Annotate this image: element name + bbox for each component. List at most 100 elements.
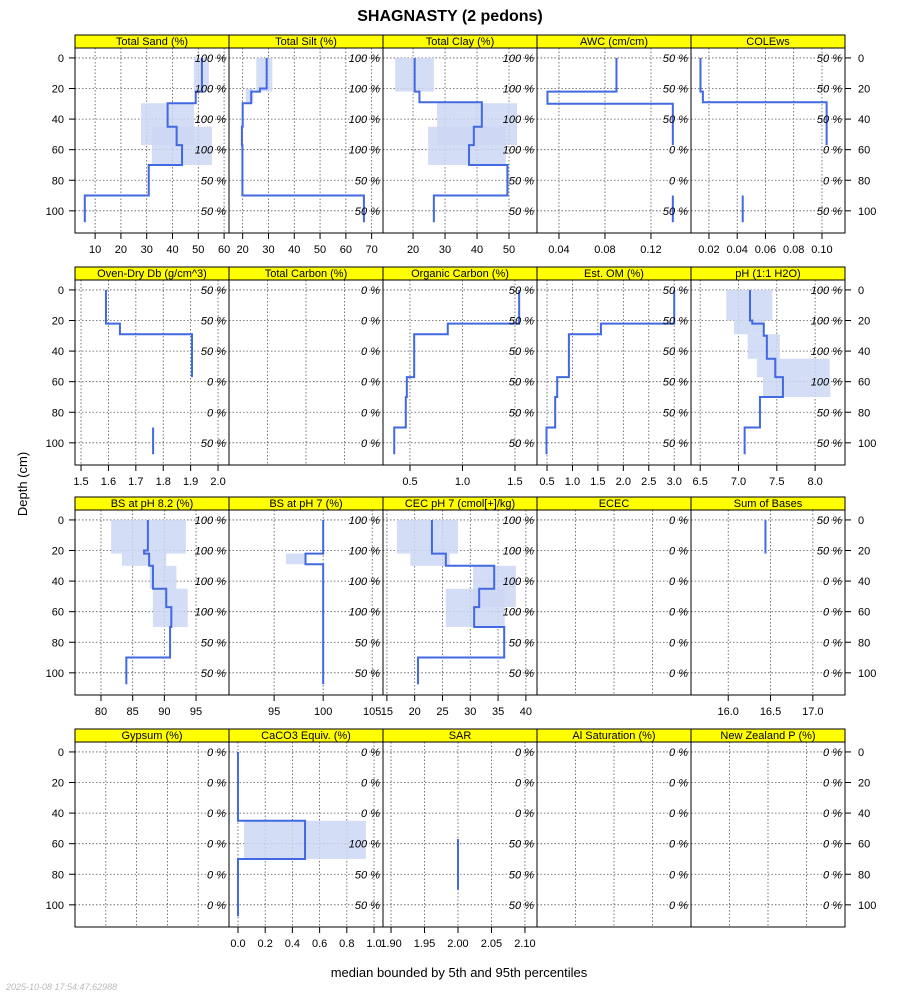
panel: AWC (cm/cm) 50 % 50 % 50 % 0 % 0 % 50 % 0.04 0.0… [536, 34, 692, 256]
percent-label: 50 % [509, 637, 534, 649]
median-line [236, 751, 307, 917]
x-tick-label: 50 [314, 244, 326, 256]
percent-label: 50 % [201, 438, 226, 450]
y-tick-label: 40 [858, 808, 870, 820]
y-tick-label: 80 [52, 637, 64, 649]
y-tick-label: 20 [858, 84, 870, 96]
percent-label: 50 % [201, 285, 226, 297]
percent-label: 50 % [509, 285, 534, 297]
percent-label: 0 % [515, 747, 534, 759]
chart-title: SHAGNASTY (2 pedons) [357, 8, 543, 25]
x-tick-label: 80 [95, 706, 107, 718]
x-tick-label: 0.2 [258, 938, 273, 950]
x-tick-label: 30 [439, 244, 451, 256]
panel-title: ECEC [599, 498, 630, 510]
x-tick-label: 16.5 [760, 706, 781, 718]
percent-label: 100 % [349, 576, 380, 588]
y-tick-label: 60 [52, 145, 64, 157]
percent-label: 0 % [361, 438, 380, 450]
percent-label: 0 % [361, 808, 380, 820]
percent-label: 100 % [811, 316, 842, 328]
x-tick-label: 0.12 [640, 244, 661, 256]
y-tick-label: 20 [52, 316, 64, 328]
panel: COLEws 50 % 50 % 50 % 0 % 0 % 50 % 0.02 0.04 0.06… [690, 34, 876, 256]
panel-title: Oven-Dry Db (g/cm^3) [97, 268, 207, 280]
percent-label: 50 % [509, 839, 534, 851]
percentile-band [121, 553, 167, 566]
x-tick-label: 0.5 [539, 476, 554, 488]
percent-label: 0 % [669, 637, 688, 649]
percent-label: 0 % [669, 839, 688, 851]
percent-label: 50 % [509, 900, 534, 912]
percent-label: 0 % [669, 900, 688, 912]
percent-label: 0 % [823, 175, 842, 187]
x-tick-label: 1.5 [73, 476, 88, 488]
x-tick-label: 40 [288, 244, 300, 256]
percent-label: 100 % [349, 84, 380, 96]
x-tick-label: 0.04 [548, 244, 569, 256]
percent-label: 50 % [509, 175, 534, 187]
panel-frame [74, 741, 230, 928]
percent-label: 50 % [509, 869, 534, 881]
percent-label: 0 % [669, 515, 688, 527]
y-tick-label: 60 [858, 839, 870, 851]
x-tick-label: 2.00 [447, 938, 468, 950]
percentile-band [756, 358, 830, 378]
percent-label: 0 % [823, 637, 842, 649]
x-tick-label: 30 [141, 244, 153, 256]
y-tick-label: 100 [858, 900, 876, 912]
x-tick-label: 0.5 [402, 476, 417, 488]
percent-label: 0 % [207, 839, 226, 851]
x-tick-label: 20 [409, 706, 421, 718]
percent-label: 50 % [817, 438, 842, 450]
panel-frame [690, 47, 846, 234]
percent-label: 50 % [817, 546, 842, 558]
percentile-band [285, 553, 306, 565]
x-tick-label: 1.8 [156, 476, 171, 488]
x-tick-label: 2.0 [210, 476, 225, 488]
percent-label: 50 % [201, 668, 226, 680]
x-tick-label: 105 [363, 706, 381, 718]
median-line [304, 519, 325, 685]
percent-label: 50 % [817, 515, 842, 527]
y-tick-label: 20 [858, 778, 870, 790]
percent-label: 0 % [669, 607, 688, 619]
percent-label: 0 % [361, 316, 380, 328]
panel-title: Total Carbon (%) [265, 268, 348, 280]
percentile-band [747, 334, 780, 359]
x-tick-label: 1.5 [590, 476, 605, 488]
y-tick-label: 0 [858, 747, 864, 759]
panel-title: Total Clay (%) [426, 36, 494, 48]
median-line [545, 289, 676, 455]
percent-label: 100 % [503, 546, 534, 558]
percent-label: 100 % [503, 145, 534, 157]
x-tick-label: 0.02 [698, 244, 719, 256]
y-tick-label: 80 [52, 407, 64, 419]
panel: Total Silt (%) 100 % 100 % 100 % 100 % 50 % 50… [228, 34, 384, 256]
panel-title: COLEws [746, 36, 790, 48]
percent-label: 50 % [355, 175, 380, 187]
x-tick-label: 40 [166, 244, 178, 256]
percent-label: 50 % [355, 637, 380, 649]
x-tick-label: 1.0 [366, 938, 381, 950]
y-tick-label: 40 [52, 576, 64, 588]
panel: SAR 0 % 0 % 0 % 50 % 50 % 50 % 1.90 1.95 2.00 2.05… [380, 728, 538, 950]
y-tick-label: 40 [858, 346, 870, 358]
y-tick-label: 80 [52, 869, 64, 881]
percent-label: 100 % [349, 546, 380, 558]
percent-label: 50 % [509, 668, 534, 680]
percent-label: 0 % [823, 900, 842, 912]
y-tick-label: 40 [858, 576, 870, 588]
percent-label: 0 % [669, 808, 688, 820]
x-tick-label: 1.0 [565, 476, 580, 488]
percent-label: 100 % [503, 576, 534, 588]
percent-label: 0 % [823, 607, 842, 619]
percent-label: 100 % [349, 607, 380, 619]
panel-title: Gypsum (%) [121, 730, 182, 742]
panel: ECEC 0 % 0 % 0 % 0 % 0 % 0 % [536, 496, 692, 696]
y-tick-label: 40 [52, 114, 64, 126]
percent-label: 50 % [355, 869, 380, 881]
x-axis-label: median bounded by 5th and 95th percentil… [331, 965, 588, 980]
y-tick-label: 100 [858, 206, 876, 218]
panel: Total Sand (%) 100 % 100 % 100 % 100 % 50 % 50… [46, 34, 230, 256]
